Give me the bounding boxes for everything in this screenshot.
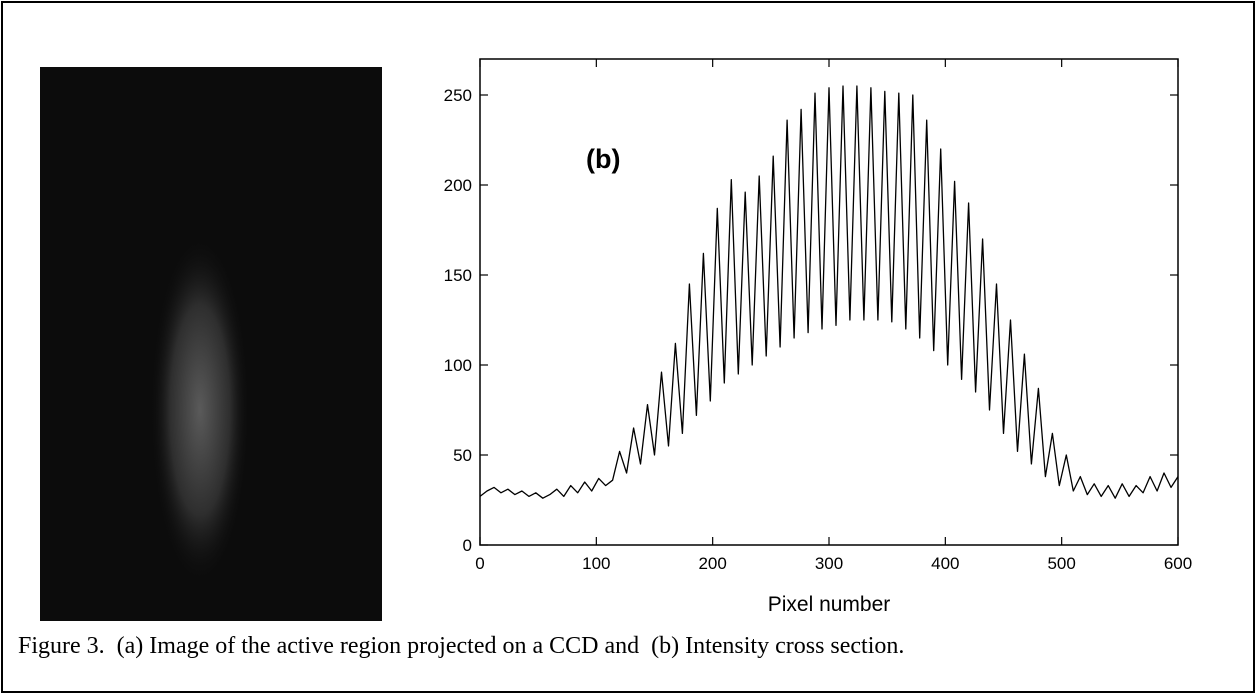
x-tick-label: 600 — [1164, 554, 1192, 573]
x-tick-label: 300 — [815, 554, 843, 573]
x-tick-label: 0 — [475, 554, 484, 573]
ccd-glow — [150, 235, 250, 585]
y-tick-label: 50 — [453, 446, 472, 465]
x-axis-label: Pixel number — [768, 593, 891, 616]
x-tick-label: 100 — [582, 554, 610, 573]
x-tick-label: 400 — [931, 554, 959, 573]
caption: Figure 3. (a) Image of the active region… — [18, 633, 904, 659]
y-tick-label: 0 — [463, 536, 472, 555]
y-tick-label: 150 — [444, 266, 472, 285]
x-tick-label: 200 — [698, 554, 726, 573]
plot-frame — [479, 58, 1179, 546]
y-tick-label: 250 — [444, 86, 472, 105]
x-tick-label: 500 — [1047, 554, 1075, 573]
y-tick-label: 100 — [444, 356, 472, 375]
y-tick-label: 200 — [444, 176, 472, 195]
data-line — [479, 85, 1179, 499]
annotation: (b) — [586, 144, 620, 174]
chart: 0 50 100 150 200 250 0 100 200 300 400 500 600 Pixel … — [444, 58, 1192, 616]
